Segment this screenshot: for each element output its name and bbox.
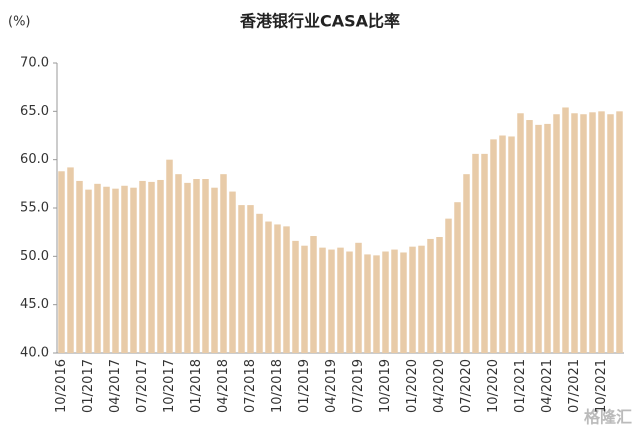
y-tick-label: 40.0 [20,346,49,361]
y-tick-label: 45.0 [20,297,49,312]
bar [238,205,245,353]
bar [481,153,488,353]
y-tick-label: 60.0 [20,152,49,167]
bar [193,179,200,353]
x-tick-label: 10/2017 [162,359,177,413]
bar [517,113,524,354]
bar [526,120,533,354]
y-tick-label: 50.0 [20,249,49,264]
bar [391,249,398,353]
bar [598,111,605,353]
bar [67,167,74,353]
x-tick-label: 07/2020 [459,359,474,413]
bar [184,182,191,353]
x-tick-label: 10/2016 [54,359,69,413]
y-tick-label: 70.0 [20,56,49,71]
bar [94,183,101,353]
bar [310,236,317,353]
bar [112,188,119,353]
x-tick-label: 10/2020 [486,359,501,413]
bar [328,249,335,353]
x-tick-label: 07/2019 [351,359,366,413]
x-tick-label: 04/2019 [324,359,339,413]
bar [418,245,425,353]
bar [427,238,434,353]
bar [454,202,461,353]
bar [607,114,614,353]
chart-title: 香港银行业CASA比率 [239,12,400,31]
watermark: 格隆汇 [584,408,632,427]
bar [130,187,137,353]
y-axis-label: (%) [8,15,31,30]
bar [139,180,146,353]
bar [544,123,551,354]
x-tick-label: 01/2021 [513,359,528,413]
x-tick-label: 07/2021 [567,359,582,413]
x-tick-label: 04/2020 [432,359,447,413]
bar [562,107,569,353]
bar [121,185,128,353]
bar [256,213,263,353]
bar [211,187,218,353]
x-tick-label: 01/2017 [81,359,96,413]
bar [157,179,164,353]
bar [76,180,83,353]
bar [202,179,209,353]
x-tick-label: 07/2017 [135,359,150,413]
bar [553,114,560,353]
bar [490,139,497,353]
bar [571,113,578,354]
y-tick-label: 55.0 [20,201,49,216]
bar [265,221,272,353]
bar [499,135,506,353]
bar [166,159,173,353]
x-tick-label: 10/2021 [594,359,609,413]
bar [85,189,92,353]
bar [247,205,254,353]
bar [58,171,65,353]
bar [508,136,515,353]
bar [535,124,542,353]
bar [148,181,155,353]
bar [589,112,596,353]
x-tick-label: 01/2019 [297,359,312,413]
bar [355,242,362,353]
bar [319,247,326,353]
bar [409,246,416,353]
bar [364,254,371,353]
bar [337,247,344,353]
x-tick-label: 04/2021 [540,359,555,413]
bar [175,174,182,353]
bar [373,255,380,353]
bar [346,251,353,353]
x-tick-label: 10/2018 [270,359,285,413]
x-tick-label: 04/2018 [216,359,231,413]
bar [103,186,110,353]
x-tick-label: 10/2019 [378,359,393,413]
x-tick-label: 07/2018 [243,359,258,413]
bar [580,114,587,353]
y-tick-label: 65.0 [20,104,49,119]
bar [274,224,281,353]
bar [382,251,389,353]
bar [283,226,290,353]
bar [472,153,479,353]
bar [463,174,470,353]
bar [436,237,443,353]
x-tick-label: 01/2018 [189,359,204,413]
x-tick-label: 04/2017 [108,359,123,413]
bar [301,245,308,353]
bar [616,111,623,353]
bar [292,240,299,353]
bar [400,252,407,353]
x-tick-label: 01/2020 [405,359,420,413]
bar [445,218,452,353]
bar [220,174,227,353]
bar [229,191,236,353]
